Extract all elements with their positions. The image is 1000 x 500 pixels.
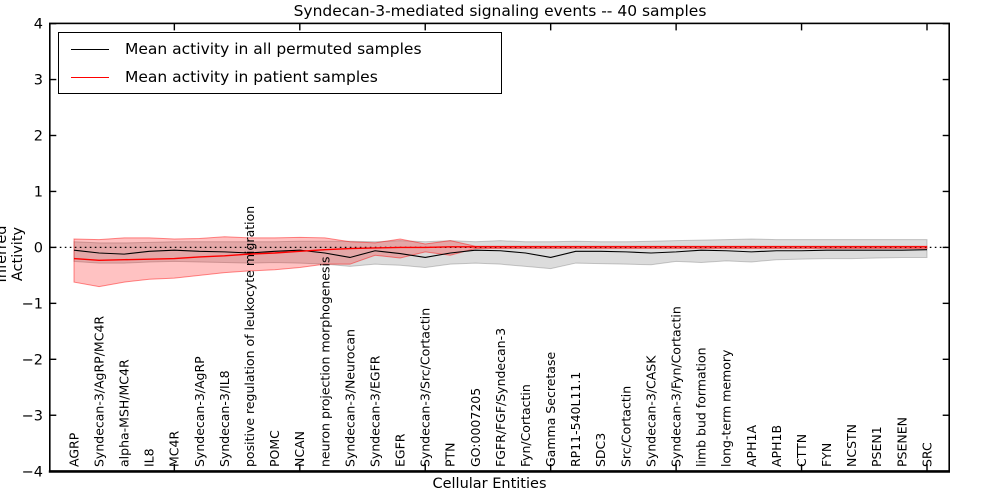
y-tick-label: 1 — [34, 185, 43, 201]
y-axis-label: Inferred Activity — [0, 225, 26, 283]
x-tick-label: Src/Cortactin — [618, 386, 633, 467]
x-tick-label: MC4R — [167, 431, 182, 467]
x-tick-label: neuron projection morphogenesis — [317, 256, 332, 467]
y-tick-label: −2 — [22, 352, 43, 368]
x-tick-label: Syndecan-3/EGFR — [367, 355, 382, 467]
x-tick-label: Syndecan-3/AgRP — [192, 356, 207, 467]
x-tick-label: GO:0007205 — [468, 388, 483, 467]
x-tick-label: FYN — [819, 443, 834, 467]
x-tick-label: SRC — [919, 442, 934, 467]
x-tick-label: PTN — [443, 442, 458, 467]
x-tick-label: APH1A — [744, 425, 759, 467]
x-tick-label: Syndecan-3/AgRP/MC4R — [91, 316, 106, 467]
x-tick-label: alpha-MSH/MC4R — [117, 359, 132, 467]
x-axis-label: Cellular Entities — [432, 476, 547, 492]
x-tick-label: IL8 — [142, 448, 157, 467]
x-tick-label: Syndecan-3/Fyn/Cortactin — [668, 306, 683, 467]
legend: Mean activity in all permuted samples Me… — [58, 32, 502, 94]
x-tick-label: limb bud formation — [694, 347, 709, 467]
x-tick-label: Gamma Secretase — [543, 352, 558, 467]
x-tick-label: SDC3 — [593, 433, 608, 467]
x-tick-label: FGFR/FGF/Syndecan-3 — [493, 328, 508, 467]
y-tick-label: −3 — [22, 408, 43, 424]
x-tick-label: CTTN — [794, 434, 809, 467]
x-tick-label: PSEN1 — [869, 426, 884, 467]
legend-label: Mean activity in patient samples — [125, 68, 378, 86]
permuted-mean-line — [73, 249, 928, 259]
x-tick-label: Fyn/Cortactin — [518, 384, 533, 467]
legend-label: Mean activity in all permuted samples — [125, 40, 422, 58]
legend-line-sample-red-icon — [71, 76, 109, 78]
legend-entry-permuted: Mean activity in all permuted samples — [59, 40, 501, 58]
x-tick-label: positive regulation of leukocyte migrati… — [242, 206, 257, 467]
x-tick-label: AGRP — [66, 432, 81, 467]
x-tick-label: EGFR — [393, 433, 408, 467]
x-tick-label: RP11-540L11.1 — [568, 372, 583, 467]
x-tick-label: Syndecan-3/IL8 — [217, 370, 232, 467]
x-tick-label: Syndecan-3/Src/Cortactin — [418, 308, 433, 467]
y-tick-label: 0 — [34, 240, 43, 256]
x-tick-label: Syndecan-3/CASK — [643, 355, 658, 467]
y-tick-label: 3 — [34, 73, 43, 89]
y-tick-label: −4 — [22, 464, 43, 480]
legend-line-sample-black-icon — [71, 48, 109, 50]
patient-mean-line — [73, 246, 927, 261]
x-tick-label: Syndecan-3/Neurocan — [342, 329, 357, 467]
x-tick-label: NCSTN — [844, 424, 859, 467]
x-tick-label: PSENEN — [894, 417, 909, 467]
chart-title: Syndecan-3-mediated signaling events -- … — [293, 2, 707, 20]
legend-entry-patient: Mean activity in patient samples — [59, 68, 501, 86]
x-tick-label: NCAN — [292, 431, 307, 467]
patient-std-band — [73, 236, 928, 288]
x-tick-label: long-term memory — [719, 349, 734, 467]
y-tick-label: −1 — [22, 296, 43, 312]
x-tick-label: POMC — [267, 430, 282, 467]
y-tick-label: 2 — [34, 129, 43, 145]
x-tick-label: APH1B — [769, 425, 784, 467]
y-tick-label: 4 — [34, 17, 43, 33]
